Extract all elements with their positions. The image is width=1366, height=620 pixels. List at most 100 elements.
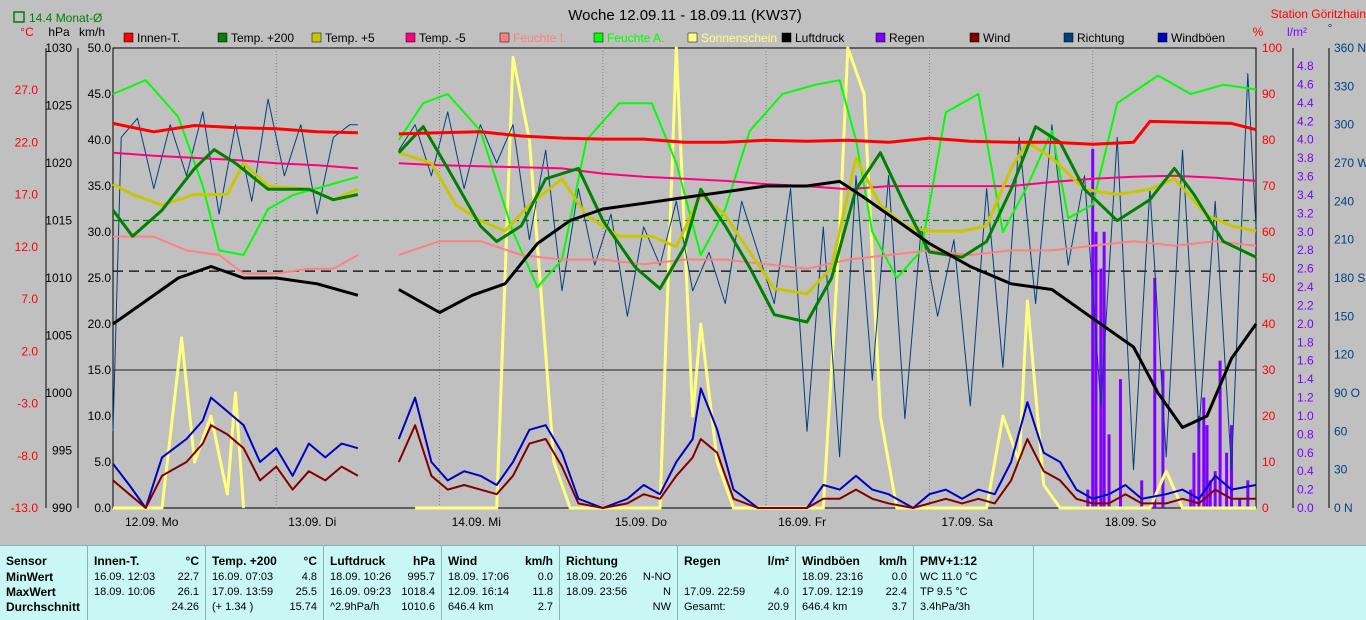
stats-row-labels: Sensor MinWert MaxWert Durchschnitt (0, 546, 88, 620)
stats-header: Windböen (802, 554, 860, 568)
stats-unit: km/h (878, 554, 907, 568)
rain-tick: 2.8 (1297, 243, 1314, 257)
stats-unit: °C (185, 554, 199, 568)
rain-tick: 2.6 (1297, 262, 1314, 276)
rain-bar (1225, 452, 1229, 508)
legend-item: Windböen (1157, 31, 1225, 45)
legend-label: Feuchte A. (607, 31, 664, 45)
series-line-sonnenschein (113, 46, 1256, 510)
day-labels: 12.09. Mo 13.09. Di 14.09. Mi 15.09. Do 16.0… (125, 515, 1156, 529)
legend-label: Temp. +5 (325, 31, 375, 45)
direction-tick: 300 (1334, 118, 1354, 132)
rain-bar (1192, 452, 1196, 508)
stats-column: Regen l/m² 17.09. 22:59 4.0 Gesamt: 20.9 (678, 546, 796, 620)
hpa-unit: hPa (48, 25, 70, 39)
direction-tick: 240 (1334, 194, 1354, 208)
direction-tick: 90 O (1334, 386, 1360, 400)
rain-bar (1140, 480, 1144, 508)
stats-cell-label: 646.4 km (802, 601, 848, 613)
stats-cell-label: 18.09. 17:06 (448, 571, 510, 583)
stats-cell-label: 16.09. 07:03 (212, 571, 274, 583)
kmh-tick: 0.0 (94, 501, 111, 515)
rain-tick: 1.2 (1297, 391, 1314, 405)
percent-tick: 20 (1262, 409, 1276, 423)
direction-tick: 330 (1334, 79, 1354, 93)
rain-bar (1202, 397, 1206, 508)
legend: Innen-T. Temp. +200 Temp. +5 Temp. -5 Feucht… (123, 31, 1225, 45)
kmh-tick: 45.0 (88, 87, 112, 101)
legend-label: Feuchte I. (513, 31, 566, 45)
chart-title: Woche 12.09.11 - 18.09.11 (KW37) (568, 7, 801, 24)
stats-unit: hPa (412, 554, 435, 568)
stats-header: PMV+1:12 (920, 554, 978, 568)
rain-tick: 4.0 (1297, 133, 1314, 147)
rain-bar (1205, 425, 1209, 508)
stats-cell-value: N-NO (642, 571, 671, 583)
stats-cell-label: 17.09. 12:19 (802, 586, 864, 598)
stats-cell-label: TP 9.5 °C (920, 586, 968, 598)
kmh-tick: 40.0 (88, 133, 112, 147)
stats-header: Luftdruck (330, 554, 386, 568)
stats-cell-label: 17.09. 13:59 (212, 586, 274, 598)
kmh-tick: 20.0 (88, 317, 112, 331)
stats-cell-value: 11.8 (532, 586, 553, 598)
stats-cell-value: 25.5 (295, 586, 317, 598)
stats-cell-label: 646.4 km (448, 601, 494, 613)
direction-tick: 270 W (1334, 156, 1366, 170)
legend-swatch (781, 32, 792, 43)
series-line-feuchte-i- (113, 235, 1257, 275)
stats-cell-value: 4.8 (301, 571, 317, 583)
series-line-innen-t- (112, 119, 1257, 146)
celsius-tick: -3.0 (17, 397, 38, 411)
legend-item: Wind (969, 31, 1010, 45)
series (111, 46, 1258, 510)
stats-column: Temp. +200 °C 16.09. 07:03 4.8 17.09. 13:59 2… (206, 546, 324, 620)
hpa-tick: 1020 (45, 156, 72, 170)
legend-swatch (123, 32, 134, 43)
rain-tick: 3.2 (1297, 206, 1314, 220)
legend-swatch (499, 32, 510, 43)
series-line-temp-200 (111, 125, 1257, 324)
stats-cell-label: ^2.9hPa/h (330, 601, 380, 613)
kmh-tick: 10.0 (88, 409, 112, 423)
stats-cell-label: 18.09. 23:16 (802, 571, 864, 583)
percent-tick: 0 (1262, 501, 1269, 515)
stats-header: Wind (448, 554, 478, 568)
stats-table: Sensor MinWert MaxWert Durchschnitt Inne… (0, 545, 1366, 620)
stats-cell-label: Gesamt: (684, 601, 726, 613)
rain-tick: 3.0 (1297, 225, 1314, 239)
hpa-tick: 995 (52, 444, 72, 458)
stats-cell-value: 22.4 (885, 586, 907, 598)
legend-item: Feuchte I. (499, 31, 566, 45)
hpa-tick: 990 (52, 501, 72, 515)
direction-tick: 60 (1334, 424, 1348, 438)
hpa-tick: 1025 (45, 99, 72, 113)
rain-tick: 3.8 (1297, 151, 1314, 165)
hpa-tick: 1015 (45, 214, 72, 228)
stats-cell-label: (+ 1.34 ) (212, 601, 254, 613)
stats-cell-label: 16.09. 12:03 (94, 571, 156, 583)
rain-tick: 3.4 (1297, 188, 1314, 202)
stats-header: Temp. +200 (212, 554, 277, 568)
hpa-tick: 1010 (45, 271, 72, 285)
legend-swatch (969, 32, 980, 43)
rain-tick: 4.2 (1297, 114, 1314, 128)
station-name: Station Göritzhain (1271, 7, 1366, 21)
plot-area (112, 47, 1257, 509)
stats-label-sensor: Sensor (6, 554, 47, 568)
day-label: 13.09. Di (288, 515, 336, 529)
stats-cell-value: N (663, 586, 671, 598)
legend-swatch (593, 32, 604, 43)
kmh-tick: 15.0 (88, 363, 112, 377)
celsius-tick: 2.0 (21, 344, 38, 358)
percent-tick: 90 (1262, 87, 1276, 101)
legend-swatch (311, 32, 322, 43)
rain-tick: 1.0 (1297, 409, 1314, 423)
rain-tick: 0.4 (1297, 464, 1314, 478)
legend-label: Luftdruck (795, 31, 845, 45)
rain-bar (1161, 369, 1165, 508)
kmh-tick: 25.0 (88, 271, 112, 285)
celsius-tick: -13.0 (11, 501, 39, 515)
stats-cell-value: 24.26 (171, 601, 199, 613)
stats-cell-value: 995.7 (407, 571, 435, 583)
